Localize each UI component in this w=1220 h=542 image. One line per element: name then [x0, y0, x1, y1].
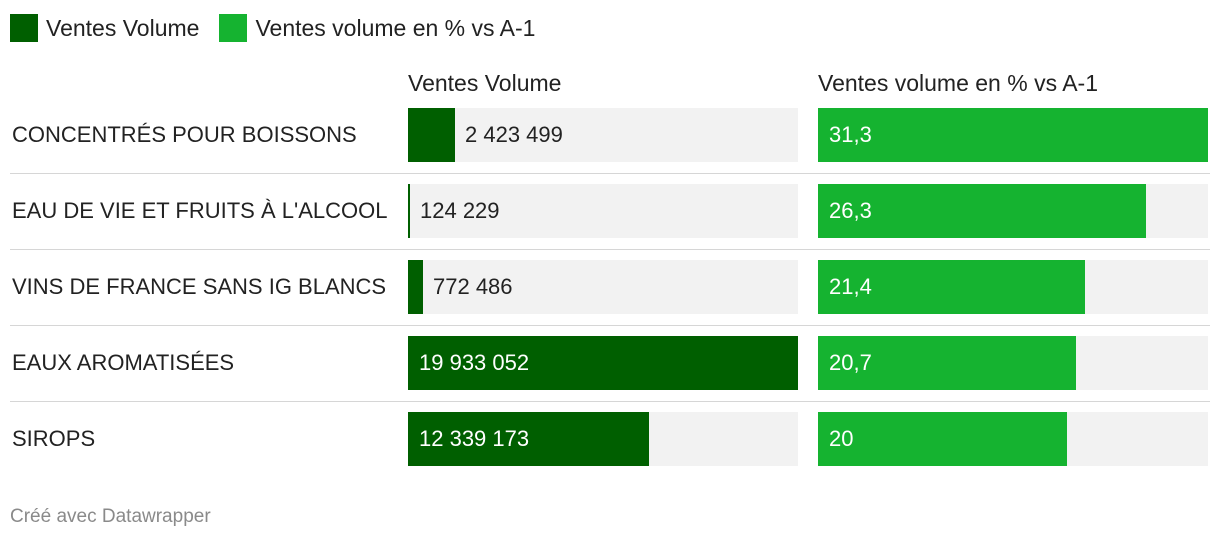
footer-credit: Créé avec Datawrapper — [10, 506, 211, 527]
bar-track: 20 — [818, 412, 1208, 466]
row-label: SIROPS — [12, 426, 96, 451]
bar-track: 20,7 — [818, 336, 1208, 390]
bar-track: 19 933 052 — [408, 336, 798, 390]
chart-legend: Ventes Volume Ventes volume en % vs A-1 — [10, 12, 555, 44]
bar-track: 21,4 — [818, 260, 1208, 314]
value-label: 20,7 — [829, 350, 872, 375]
bar-track: 26,3 — [818, 184, 1208, 238]
bar-track: 12 339 173 — [408, 412, 798, 466]
row-label: VINS DE FRANCE SANS IG BLANCS — [12, 274, 387, 299]
value-label: 26,3 — [829, 198, 872, 223]
bar-ventes-pct — [818, 412, 1067, 466]
value-label: 772 486 — [433, 274, 513, 299]
row-separator — [10, 173, 1210, 174]
row-label: EAU DE VIE ET FRUITS À L'ALCOOL — [12, 198, 388, 223]
row-label: EAUX AROMATISÉES — [12, 350, 235, 375]
legend-swatch-ventes-pct — [219, 14, 248, 42]
bar-ventes-pct — [818, 260, 1085, 314]
value-label: 12 339 173 — [419, 426, 530, 451]
value-label: 19 933 052 — [419, 350, 530, 375]
bar-ventes-pct — [818, 108, 1208, 162]
bar-ventes-pct — [818, 184, 1146, 238]
row-label: CONCENTRÉS POUR BOISSONS — [12, 122, 357, 147]
value-label: 21,4 — [829, 274, 872, 299]
bar-track: 2 423 499 — [408, 108, 798, 162]
legend-label-ventes-pct: Ventes volume en % vs A-1 — [255, 14, 536, 41]
bar-ventes-volume — [408, 260, 423, 314]
value-label: 2 423 499 — [465, 122, 563, 147]
bar-track: 124 229 — [408, 184, 798, 238]
column-header-ventes-pct: Ventes volume en % vs A-1 — [818, 70, 1098, 96]
legend-swatch-ventes-volume — [10, 14, 38, 42]
bar-ventes-volume — [408, 108, 455, 162]
bar-ventes-pct — [818, 336, 1076, 390]
legend-item-ventes-pct: Ventes volume en % vs A-1 — [219, 14, 535, 42]
bar-ventes-volume — [408, 412, 649, 466]
column-header-ventes-volume: Ventes Volume — [408, 70, 562, 96]
value-label: 124 229 — [420, 198, 500, 223]
bar-track: 31,3 — [818, 108, 1208, 162]
bar-ventes-volume — [408, 336, 798, 390]
legend-item-ventes-volume: Ventes Volume — [10, 14, 199, 42]
value-label: 31,3 — [829, 122, 872, 147]
row-separator — [10, 325, 1210, 326]
row-separator — [10, 401, 1210, 402]
bar-ventes-volume — [408, 184, 410, 238]
value-label: 20 — [829, 426, 854, 451]
row-separator — [10, 249, 1210, 250]
bar-track: 772 486 — [408, 260, 798, 314]
legend-label-ventes-volume: Ventes Volume — [46, 14, 200, 41]
